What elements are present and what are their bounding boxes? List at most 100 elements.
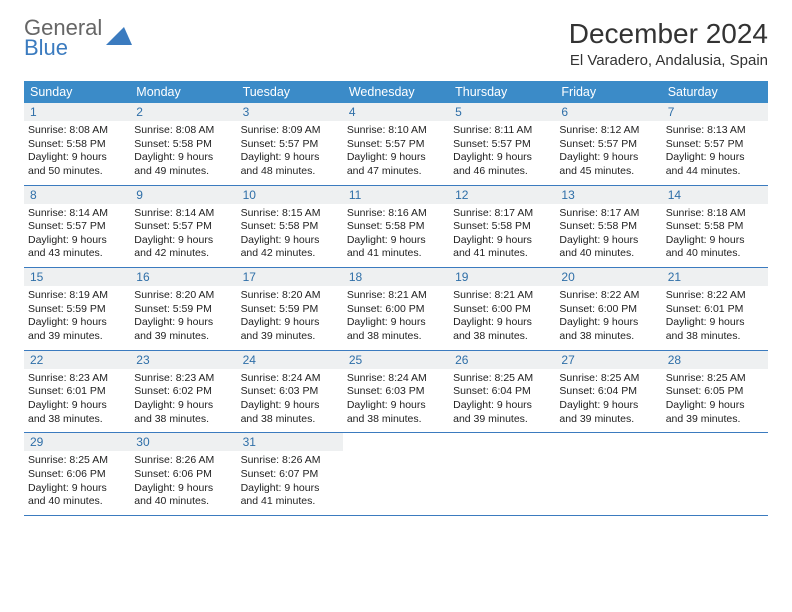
sunrise-text: Sunrise: 8:19 AM [28, 289, 126, 303]
day-cell: 20Sunrise: 8:22 AMSunset: 6:00 PMDayligh… [555, 268, 661, 351]
daylight-text-1: Daylight: 9 hours [28, 316, 126, 330]
daylight-text-2: and 39 minutes. [241, 330, 339, 344]
daylight-text-2: and 39 minutes. [134, 330, 232, 344]
daylight-text-2: and 39 minutes. [666, 413, 764, 427]
sunset-text: Sunset: 6:01 PM [28, 385, 126, 399]
daylight-text-2: and 40 minutes. [559, 247, 657, 261]
sunset-text: Sunset: 5:57 PM [559, 138, 657, 152]
day-number: 15 [24, 268, 130, 286]
day-header-row: SundayMondayTuesdayWednesdayThursdayFrid… [24, 81, 768, 103]
daylight-text-1: Daylight: 9 hours [28, 234, 126, 248]
calendar-table: SundayMondayTuesdayWednesdayThursdayFrid… [24, 81, 768, 516]
day-body: Sunrise: 8:26 AMSunset: 6:07 PMDaylight:… [237, 451, 343, 515]
day-number: 13 [555, 186, 661, 204]
day-body: Sunrise: 8:17 AMSunset: 5:58 PMDaylight:… [449, 204, 555, 268]
daylight-text-2: and 39 minutes. [28, 330, 126, 344]
day-body: Sunrise: 8:19 AMSunset: 5:59 PMDaylight:… [24, 286, 130, 350]
day-number: 11 [343, 186, 449, 204]
daylight-text-2: and 47 minutes. [347, 165, 445, 179]
sunrise-text: Sunrise: 8:26 AM [241, 454, 339, 468]
daylight-text-1: Daylight: 9 hours [559, 399, 657, 413]
daylight-text-1: Daylight: 9 hours [134, 234, 232, 248]
day-body: Sunrise: 8:21 AMSunset: 6:00 PMDaylight:… [343, 286, 449, 350]
sunrise-text: Sunrise: 8:14 AM [134, 207, 232, 221]
daylight-text-2: and 41 minutes. [453, 247, 551, 261]
day-number: 21 [662, 268, 768, 286]
day-number: 23 [130, 351, 236, 369]
sunset-text: Sunset: 5:59 PM [134, 303, 232, 317]
daylight-text-1: Daylight: 9 hours [347, 316, 445, 330]
daylight-text-1: Daylight: 9 hours [666, 234, 764, 248]
daylight-text-2: and 38 minutes. [241, 413, 339, 427]
week-row: 8Sunrise: 8:14 AMSunset: 5:57 PMDaylight… [24, 185, 768, 268]
day-cell: 25Sunrise: 8:24 AMSunset: 6:03 PMDayligh… [343, 350, 449, 433]
daylight-text-1: Daylight: 9 hours [453, 316, 551, 330]
day-body: Sunrise: 8:10 AMSunset: 5:57 PMDaylight:… [343, 121, 449, 185]
day-body: Sunrise: 8:14 AMSunset: 5:57 PMDaylight:… [24, 204, 130, 268]
day-body: Sunrise: 8:23 AMSunset: 6:01 PMDaylight:… [24, 369, 130, 433]
daylight-text-2: and 40 minutes. [666, 247, 764, 261]
day-cell: 21Sunrise: 8:22 AMSunset: 6:01 PMDayligh… [662, 268, 768, 351]
daylight-text-2: and 39 minutes. [453, 413, 551, 427]
sunrise-text: Sunrise: 8:25 AM [559, 372, 657, 386]
day-number: 25 [343, 351, 449, 369]
day-header: Saturday [662, 81, 768, 103]
daylight-text-1: Daylight: 9 hours [241, 399, 339, 413]
day-number: 10 [237, 186, 343, 204]
sunset-text: Sunset: 5:58 PM [28, 138, 126, 152]
day-number: 12 [449, 186, 555, 204]
daylight-text-2: and 41 minutes. [347, 247, 445, 261]
day-number: 1 [24, 103, 130, 121]
day-cell: 17Sunrise: 8:20 AMSunset: 5:59 PMDayligh… [237, 268, 343, 351]
day-number: 28 [662, 351, 768, 369]
day-cell: 24Sunrise: 8:24 AMSunset: 6:03 PMDayligh… [237, 350, 343, 433]
sunset-text: Sunset: 5:58 PM [559, 220, 657, 234]
sunset-text: Sunset: 5:57 PM [241, 138, 339, 152]
calendar-page: General Blue December 2024 El Varadero, … [0, 0, 792, 534]
day-cell: 9 Sunrise: 8:14 AMSunset: 5:57 PMDaylight… [130, 185, 236, 268]
day-number: 9 [130, 186, 236, 204]
daylight-text-1: Daylight: 9 hours [28, 482, 126, 496]
brand-part2: Blue [24, 35, 68, 60]
day-header: Sunday [24, 81, 130, 103]
daylight-text-2: and 38 minutes. [28, 413, 126, 427]
sunset-text: Sunset: 6:04 PM [453, 385, 551, 399]
day-body: Sunrise: 8:16 AMSunset: 5:58 PMDaylight:… [343, 204, 449, 268]
daylight-text-2: and 49 minutes. [134, 165, 232, 179]
day-header: Monday [130, 81, 236, 103]
day-number: 4 [343, 103, 449, 121]
daylight-text-1: Daylight: 9 hours [347, 151, 445, 165]
day-number: 7 [662, 103, 768, 121]
day-cell: 13Sunrise: 8:17 AMSunset: 5:58 PMDayligh… [555, 185, 661, 268]
day-body: Sunrise: 8:23 AMSunset: 6:02 PMDaylight:… [130, 369, 236, 433]
day-body: Sunrise: 8:20 AMSunset: 5:59 PMDaylight:… [130, 286, 236, 350]
day-number: 27 [555, 351, 661, 369]
day-cell: 6Sunrise: 8:12 AMSunset: 5:57 PMDaylight… [555, 103, 661, 185]
day-cell: 23Sunrise: 8:23 AMSunset: 6:02 PMDayligh… [130, 350, 236, 433]
daylight-text-1: Daylight: 9 hours [559, 234, 657, 248]
sunset-text: Sunset: 5:57 PM [134, 220, 232, 234]
day-number: 16 [130, 268, 236, 286]
daylight-text-2: and 38 minutes. [666, 330, 764, 344]
sunset-text: Sunset: 5:58 PM [241, 220, 339, 234]
daylight-text-2: and 38 minutes. [134, 413, 232, 427]
sunrise-text: Sunrise: 8:25 AM [28, 454, 126, 468]
day-cell: 15Sunrise: 8:19 AMSunset: 5:59 PMDayligh… [24, 268, 130, 351]
sunset-text: Sunset: 6:00 PM [347, 303, 445, 317]
sunrise-text: Sunrise: 8:17 AM [559, 207, 657, 221]
day-number: 2 [130, 103, 236, 121]
sunrise-text: Sunrise: 8:20 AM [241, 289, 339, 303]
day-body: Sunrise: 8:17 AMSunset: 5:58 PMDaylight:… [555, 204, 661, 268]
sunset-text: Sunset: 6:06 PM [134, 468, 232, 482]
daylight-text-2: and 38 minutes. [559, 330, 657, 344]
day-cell: 30Sunrise: 8:26 AMSunset: 6:06 PMDayligh… [130, 433, 236, 516]
daylight-text-1: Daylight: 9 hours [666, 151, 764, 165]
week-row: 15Sunrise: 8:19 AMSunset: 5:59 PMDayligh… [24, 268, 768, 351]
day-body: Sunrise: 8:12 AMSunset: 5:57 PMDaylight:… [555, 121, 661, 185]
header: General Blue December 2024 El Varadero, … [24, 18, 768, 69]
day-body: Sunrise: 8:22 AMSunset: 6:00 PMDaylight:… [555, 286, 661, 350]
sunset-text: Sunset: 6:00 PM [559, 303, 657, 317]
day-cell: 22Sunrise: 8:23 AMSunset: 6:01 PMDayligh… [24, 350, 130, 433]
day-cell: 8Sunrise: 8:14 AMSunset: 5:57 PMDaylight… [24, 185, 130, 268]
day-cell [662, 433, 768, 516]
